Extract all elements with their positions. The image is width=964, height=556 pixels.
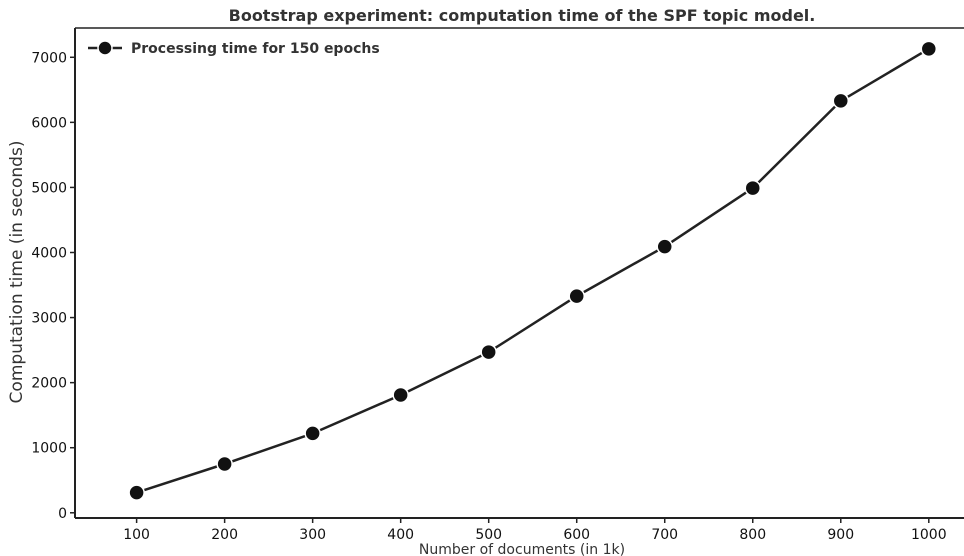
y-tick-label: 6000 [31, 115, 67, 131]
legend: Processing time for 150 epochs [88, 40, 380, 57]
data-point [480, 343, 497, 361]
x-ticks: 100 200 300 400 500 600 700 800 900 1000 [123, 518, 947, 543]
chart-title: Bootstrap experiment: computation time o… [229, 6, 816, 25]
data-point [128, 484, 145, 501]
y-tick-label: 3000 [31, 311, 67, 327]
series-line [136, 47, 930, 494]
y-tick-label: 7000 [31, 50, 67, 66]
x-axis-label: Number of documents (in 1k) [419, 542, 625, 556]
x-tick-label: 100 [123, 527, 150, 543]
data-point [744, 179, 762, 197]
x-tick-label: 1000 [911, 527, 947, 543]
y-axis-label: Computation time (in seconds) [7, 141, 27, 404]
data-point [656, 238, 673, 255]
x-tick-label: 400 [387, 527, 414, 543]
data-point [920, 40, 938, 58]
x-tick-label: 300 [299, 527, 326, 543]
y-tick-label: 2000 [31, 376, 67, 392]
y-ticks: 0 1000 2000 3000 4000 5000 6000 7000 [31, 50, 75, 522]
legend-marker [97, 40, 113, 56]
data-point [568, 287, 585, 305]
axes [74, 27, 964, 519]
data-point [216, 455, 233, 473]
series-group [128, 40, 938, 501]
x-tick-label: 700 [651, 527, 678, 543]
x-tick-label: 900 [827, 527, 854, 543]
data-point [304, 425, 321, 442]
x-tick-label: 600 [563, 527, 590, 543]
x-tick-label: 200 [211, 527, 238, 543]
x-tick-label: 800 [739, 527, 766, 543]
legend-label: Processing time for 150 epochs [131, 41, 380, 57]
x-tick-label: 500 [475, 527, 502, 543]
data-point [392, 386, 409, 404]
y-tick-label: 0 [58, 506, 67, 522]
y-tick-label: 1000 [31, 441, 67, 457]
y-tick-label: 5000 [31, 180, 67, 196]
data-point [832, 92, 850, 110]
y-tick-label: 4000 [31, 246, 67, 262]
